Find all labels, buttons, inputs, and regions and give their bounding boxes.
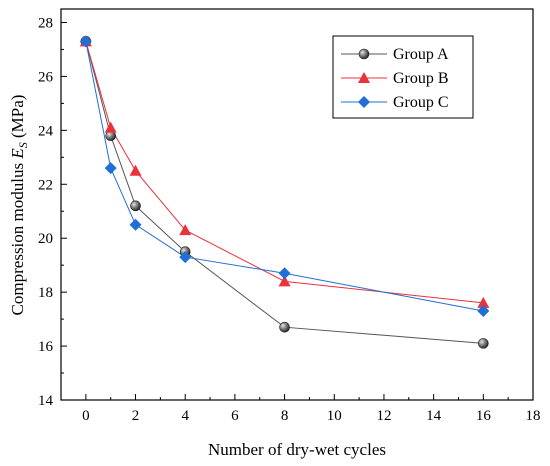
- x-tick-label: 16: [476, 408, 492, 424]
- legend-item: Group C: [341, 94, 449, 111]
- data-point: [478, 338, 489, 349]
- data-point: [278, 267, 291, 280]
- data-point: [104, 121, 117, 133]
- y-tick-label: 26: [38, 69, 54, 85]
- series-line: [85, 41, 484, 344]
- data-point: [179, 224, 192, 236]
- series-markers: [79, 35, 490, 308]
- x-tick-label: 18: [526, 408, 541, 424]
- legend-marker: [358, 96, 370, 108]
- series-line: [85, 41, 484, 304]
- legend-item: Group B: [341, 70, 449, 87]
- y-axis-label: Compression modulus ES (MPa): [8, 95, 30, 316]
- legend-label: Group A: [393, 46, 449, 63]
- series-group-c: [85, 41, 484, 312]
- plot-frame: [60, 8, 534, 401]
- y-tick-label: 22: [38, 177, 53, 193]
- series-group-b: [85, 41, 484, 304]
- x-tick-label: 0: [82, 408, 90, 424]
- data-point: [129, 218, 142, 231]
- legend-label: Group C: [393, 94, 449, 111]
- data-point: [477, 305, 490, 318]
- x-tick-label: 8: [281, 408, 289, 424]
- x-tick-label: 14: [426, 408, 442, 424]
- series-layer: [79, 35, 490, 349]
- data-point: [79, 35, 92, 48]
- y-tick-label: 28: [38, 15, 53, 31]
- y-tick-label: 16: [38, 339, 54, 355]
- data-point: [279, 321, 290, 333]
- series-line: [85, 41, 484, 312]
- y-tick-label: 20: [38, 231, 53, 247]
- x-axis-label: Number of dry-wet cycles: [208, 440, 386, 459]
- data-point: [104, 162, 117, 175]
- data-point: [278, 275, 291, 287]
- series-group-a: [85, 41, 484, 344]
- x-tick-label: 12: [376, 408, 391, 424]
- data-point: [477, 296, 490, 308]
- data-point: [130, 200, 141, 212]
- legend: Group A Group B Group C: [332, 35, 474, 119]
- x-tick-label: 10: [327, 408, 342, 424]
- y-tick-label: 14: [38, 393, 54, 409]
- x-tick-label: 4: [181, 408, 189, 424]
- legend-item: Group A: [341, 46, 449, 63]
- data-point: [129, 164, 142, 176]
- data-point: [179, 251, 192, 264]
- legend-box: [332, 35, 474, 119]
- y-tick-label: 24: [38, 123, 54, 139]
- x-tick-label: 6: [231, 408, 239, 424]
- legend-label: Group B: [393, 70, 449, 87]
- x-tick-label: 2: [132, 408, 140, 424]
- series-markers: [79, 35, 490, 318]
- legend-marker: [358, 48, 370, 60]
- y-tick-label: 18: [38, 285, 53, 301]
- legend-marker: [358, 72, 370, 83]
